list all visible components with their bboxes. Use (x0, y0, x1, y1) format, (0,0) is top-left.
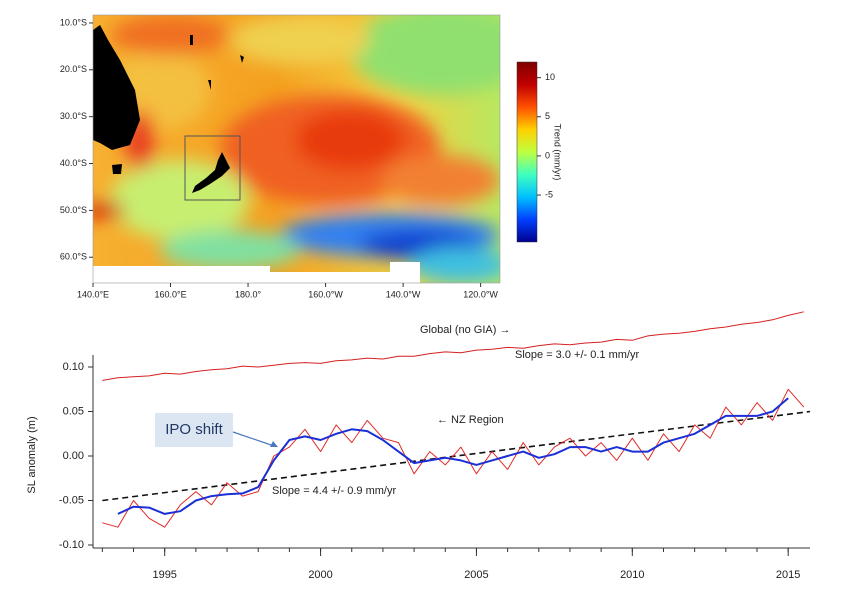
y-tick-label: 60.0°S (60, 252, 87, 262)
y-tick-label: 0.10 (63, 361, 84, 373)
colorbar-tick-label: 0 (545, 150, 550, 160)
x-tick-label: 140.0°E (77, 289, 109, 299)
y-tick-label: -0.05 (59, 494, 84, 506)
colorbar-tick-label: -5 (545, 189, 553, 199)
y-axis-label: SL anomaly (m) (26, 416, 38, 493)
series-line (117, 397, 789, 515)
sea-level-trend-field (93, 15, 500, 283)
tasmania (112, 164, 122, 174)
arrow-head (270, 441, 278, 447)
annotation: IPO shift (165, 421, 223, 438)
colorbar-label: Trend (mm/yr) (553, 124, 563, 181)
no-data (93, 262, 420, 283)
trend-line (102, 410, 811, 502)
annotation: Global (no GIA) → (420, 324, 510, 336)
y-tick-label: 0.05 (63, 405, 84, 417)
x-tick-label: 2010 (620, 569, 644, 581)
y-tick-label: 40.0°S (60, 158, 87, 168)
annotation: Slope = 4.4 +/- 0.9 mm/yr (272, 485, 396, 497)
annotation: Slope = 3.0 +/- 0.1 mm/yr (515, 349, 639, 361)
x-tick-label: 2000 (308, 569, 332, 581)
series-line (102, 388, 805, 528)
x-tick-label: 2015 (776, 569, 800, 581)
nz-region-box (184, 135, 241, 201)
colorbar (516, 61, 538, 243)
x-tick-label: 140.0°W (386, 289, 421, 299)
y-tick-label: 0.00 (63, 450, 84, 462)
australia (93, 25, 140, 150)
x-tick-label: 160.0°W (308, 289, 343, 299)
y-tick-label: 10.0°S (60, 17, 87, 27)
series-line (102, 311, 804, 381)
colorbar-tick-label: 10 (545, 72, 555, 82)
map-frame (92, 14, 501, 284)
annotation: ← NZ Region (437, 414, 504, 426)
new-zealand (192, 152, 230, 193)
x-tick-label: 180.0° (235, 289, 262, 299)
x-tick-label: 120.0°W (463, 289, 498, 299)
annotation-arrow (232, 431, 275, 447)
y-tick-label: 50.0°S (60, 205, 87, 215)
x-tick-label: 160.0°E (154, 289, 186, 299)
x-tick-label: 2005 (464, 569, 488, 581)
y-tick-label: 20.0°S (60, 64, 87, 74)
annotation-box (155, 413, 233, 447)
colorbar-tick-label: 5 (545, 111, 550, 121)
x-tick-label: 1995 (152, 569, 176, 581)
y-tick-label: -0.10 (59, 539, 84, 551)
y-tick-label: 30.0°S (60, 111, 87, 121)
